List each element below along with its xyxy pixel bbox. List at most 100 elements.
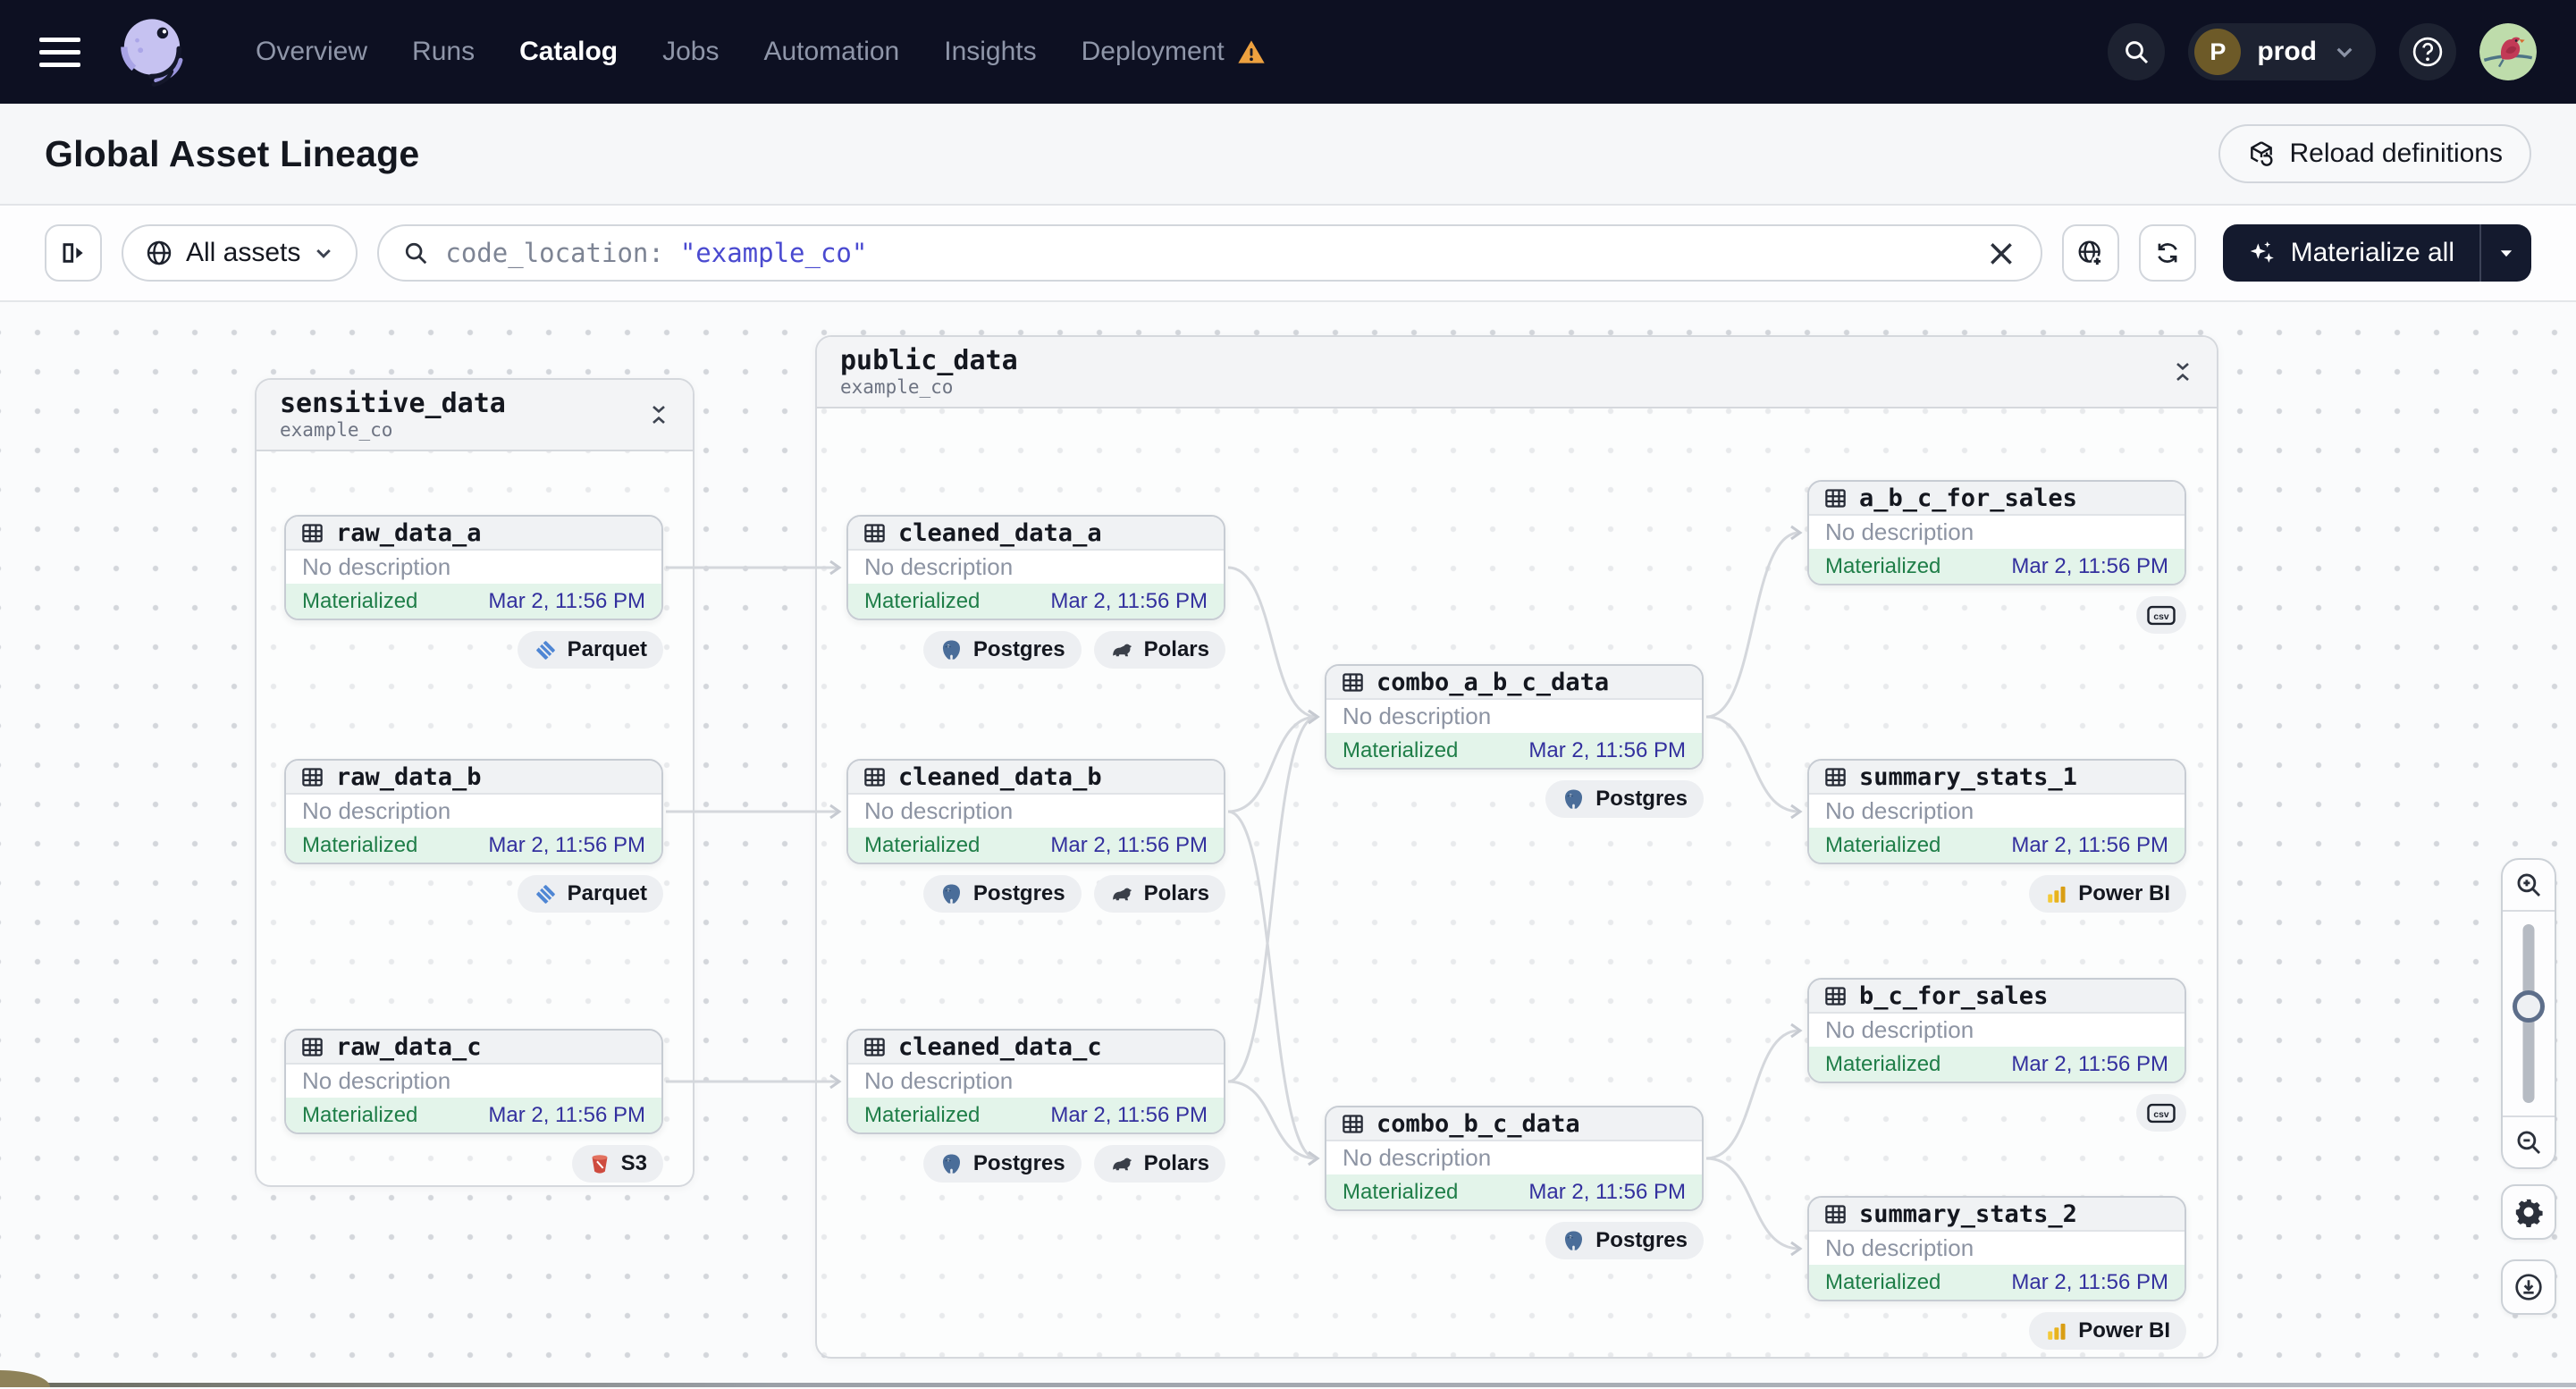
asset-group-header[interactable]: sensitive_data example_co: [257, 380, 693, 451]
environment-badge: P: [2194, 29, 2242, 75]
gear-icon[interactable]: [2501, 1184, 2556, 1240]
tag-row-raw_data_c: S3: [284, 1145, 663, 1183]
tag-power-bi[interactable]: Power BI: [2029, 1312, 2186, 1350]
asset-group-location: example_co: [840, 376, 954, 399]
asset-node-header: combo_b_c_data: [1326, 1107, 1702, 1141]
zoom-in-icon[interactable]: [2503, 860, 2555, 910]
asset-node-b_c_for_sales[interactable]: b_c_for_sales No description Materialize…: [1807, 978, 2186, 1083]
hamburger-icon[interactable]: [39, 37, 80, 67]
materialized-timestamp: Mar 2, 11:56 PM: [1050, 1102, 1208, 1127]
csv-icon: csv: [2147, 1103, 2176, 1123]
asset-node-combo_b_c_data[interactable]: combo_b_c_data No description Materializ…: [1325, 1106, 1704, 1211]
asset-node-description: No description: [848, 551, 1224, 584]
materialize-caret-button[interactable]: [2481, 224, 2531, 282]
tag-postgres[interactable]: Postgres: [922, 1145, 1082, 1183]
help-icon[interactable]: [2399, 23, 2456, 80]
asset-node-description: No description: [848, 1065, 1224, 1098]
zoom-slider-thumb[interactable]: [2513, 990, 2545, 1023]
tag-row-cleaned_data_b: Postgres Polars: [846, 875, 1225, 913]
postgres-icon: [942, 639, 960, 660]
search-icon[interactable]: [2108, 23, 2166, 80]
collapse-vertical-icon[interactable]: [2172, 361, 2193, 383]
asset-node-name: cleaned_data_b: [898, 762, 1102, 791]
nav-item-overview[interactable]: Overview: [256, 37, 368, 66]
asset-node-cleaned_data_b[interactable]: cleaned_data_b No description Materializ…: [846, 759, 1225, 864]
environment-switcher[interactable]: P prod: [2188, 23, 2376, 80]
asset-node-description: No description: [1326, 700, 1702, 733]
zoom-out-icon[interactable]: [2503, 1117, 2555, 1167]
clear-search-icon[interactable]: ×: [1985, 231, 2017, 274]
tag-polars[interactable]: Polars: [1093, 631, 1225, 669]
tag-postgres[interactable]: Postgres: [1545, 780, 1704, 818]
user-avatar-bird[interactable]: [2479, 23, 2537, 80]
polars-icon: [1112, 644, 1132, 656]
asset-node-combo_a_b_c_data[interactable]: combo_a_b_c_data No description Material…: [1325, 664, 1704, 770]
asset-node-name: b_c_for_sales: [1859, 981, 2049, 1010]
tag-s3[interactable]: S3: [571, 1145, 663, 1183]
globe-add-icon[interactable]: [2061, 224, 2119, 282]
asset-node-raw_data_a[interactable]: raw_data_a No description Materialized M…: [284, 515, 663, 620]
materialized-status: Materialized: [1825, 553, 1941, 578]
dagster-logo[interactable]: [113, 13, 191, 91]
refresh-icon[interactable]: [2138, 224, 2196, 282]
tag-polars[interactable]: Polars: [1093, 875, 1225, 913]
tag-postgres[interactable]: Postgres: [922, 631, 1082, 669]
collapse-vertical-icon[interactable]: [648, 404, 669, 425]
asset-node-footer: Materialized Mar 2, 11:56 PM: [286, 828, 661, 863]
page-title: Global Asset Lineage: [45, 132, 420, 174]
tag-csv-icon[interactable]: csv: [2136, 1094, 2186, 1132]
asset-node-header: cleaned_data_b: [848, 761, 1224, 795]
download-icon[interactable]: [2501, 1259, 2556, 1315]
postgres-icon: [942, 1153, 960, 1174]
csv-icon: csv: [2147, 605, 2176, 625]
asset-lineage-graph[interactable]: sensitive_data example_co public_data ex…: [0, 302, 2576, 1387]
asset-node-raw_data_c[interactable]: raw_data_c No description Materialized M…: [284, 1029, 663, 1134]
asset-node-name: a_b_c_for_sales: [1859, 484, 2077, 512]
postgres-icon: [1565, 788, 1583, 809]
nav-items: Overview Runs Catalog Jobs Automation Insight…: [256, 37, 1266, 67]
asset-group-header[interactable]: public_data example_co: [817, 337, 2217, 408]
tag-postgres[interactable]: Postgres: [1545, 1222, 1704, 1259]
materialized-timestamp: Mar 2, 11:56 PM: [1050, 588, 1208, 613]
nav-item-runs[interactable]: Runs: [412, 37, 476, 66]
asset-node-summary_stats_2[interactable]: summary_stats_2 No description Materiali…: [1807, 1196, 2186, 1301]
tag-polars[interactable]: Polars: [1093, 1145, 1225, 1183]
nav-item-insights[interactable]: Insights: [944, 37, 1037, 66]
materialized-timestamp: Mar 2, 11:56 PM: [2011, 1269, 2168, 1294]
tag-parquet[interactable]: Parquet: [517, 631, 663, 669]
asset-node-cleaned_data_c[interactable]: cleaned_data_c No description Materializ…: [846, 1029, 1225, 1134]
tag-csv-icon[interactable]: csv: [2136, 596, 2186, 634]
nav-item-catalog[interactable]: Catalog: [519, 37, 619, 66]
asset-node-a_b_c_for_sales[interactable]: a_b_c_for_sales No description Materiali…: [1807, 480, 2186, 585]
tag-postgres[interactable]: Postgres: [922, 875, 1082, 913]
nav-item-jobs[interactable]: Jobs: [662, 37, 720, 66]
asset-node-description: No description: [1809, 516, 2185, 549]
materialized-status: Materialized: [302, 1102, 418, 1127]
materialized-status: Materialized: [1343, 1179, 1459, 1204]
tag-power-bi[interactable]: Power BI: [2029, 875, 2186, 913]
asset-node-footer: Materialized Mar 2, 11:56 PM: [1326, 733, 1702, 768]
zoom-slider[interactable]: [2503, 910, 2555, 1117]
materialized-timestamp: Mar 2, 11:56 PM: [2011, 832, 2168, 857]
panel-expand-icon[interactable]: [45, 224, 102, 282]
asset-node-cleaned_data_a[interactable]: cleaned_data_a No description Materializ…: [846, 515, 1225, 620]
asset-node-description: No description: [848, 795, 1224, 828]
reload-definitions-button[interactable]: Reload definitions: [2218, 124, 2531, 183]
asset-node-raw_data_b[interactable]: raw_data_b No description Materialized M…: [284, 759, 663, 864]
materialize-all-main[interactable]: Materialize all: [2223, 224, 2479, 282]
materialized-status: Materialized: [864, 588, 981, 613]
asset-node-header: cleaned_data_c: [848, 1031, 1224, 1065]
tag-parquet[interactable]: Parquet: [517, 875, 663, 913]
asset-node-footer: Materialized Mar 2, 11:56 PM: [1326, 1174, 1702, 1209]
asset-node-name: cleaned_data_a: [898, 518, 1102, 547]
asset-node-name: raw_data_c: [336, 1032, 482, 1061]
asset-node-description: No description: [286, 1065, 661, 1098]
asset-search-input[interactable]: code_location: "example_co" ×: [377, 224, 2042, 282]
asset-scope-dropdown[interactable]: All assets: [122, 224, 358, 282]
asset-node-summary_stats_1[interactable]: summary_stats_1 No description Materiali…: [1807, 759, 2186, 864]
nav-item-automation[interactable]: Automation: [763, 37, 900, 66]
table-icon: [1825, 986, 1846, 1006]
asset-node-footer: Materialized Mar 2, 11:56 PM: [1809, 1047, 2185, 1082]
nav-item-deployment[interactable]: Deployment: [1082, 37, 1266, 67]
postgres-icon: [942, 883, 960, 904]
